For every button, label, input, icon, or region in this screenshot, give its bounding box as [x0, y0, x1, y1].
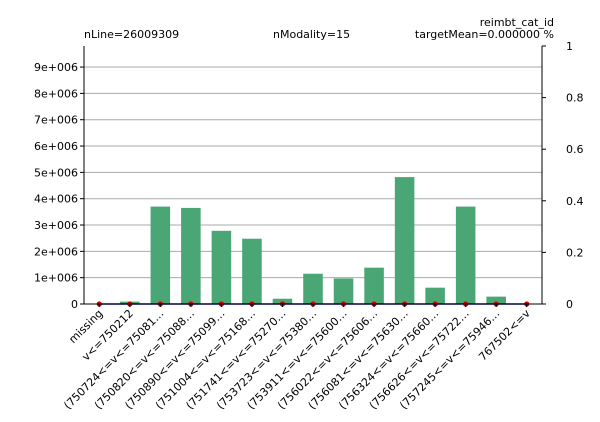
- bar: [364, 267, 384, 304]
- bar: [486, 296, 506, 304]
- bar: [333, 278, 354, 304]
- y-tick-label: 9e+006: [34, 61, 78, 74]
- nmodality-label: nModality=15: [273, 28, 351, 41]
- y2-tick-label: 0.4: [566, 195, 584, 208]
- y-tick-label: 6e+006: [34, 140, 78, 153]
- y-tick-label: 5e+006: [34, 166, 78, 179]
- bar: [242, 238, 262, 304]
- tick-labels: 0 1e+006 2e+006 3e+006 4e+006 5e+006 6e+006 7e+…: [34, 40, 583, 412]
- chart-title: reimbt_cat_id: [479, 16, 554, 29]
- y-tick-label: 3e+006: [34, 219, 78, 232]
- nline-label: nLine=26009309: [84, 28, 180, 41]
- y-tick-label: 0: [71, 298, 78, 311]
- y2-tick-label: 0: [566, 298, 573, 311]
- y-tick-label: 7e+006: [34, 114, 78, 127]
- y2-tick-label: 0.2: [566, 246, 584, 259]
- bar: [211, 230, 232, 304]
- y-tick-label: 1e+006: [34, 272, 78, 285]
- y-tick-label: 4e+006: [34, 193, 78, 206]
- y-tick-label: 8e+006: [34, 87, 78, 100]
- y2-tick-label: 1: [566, 40, 573, 53]
- target-mean-label: targetMean=0.000000 %: [414, 28, 554, 41]
- bar: [181, 207, 201, 304]
- y2-tick-label: 0.6: [566, 143, 584, 156]
- bar: [150, 206, 171, 304]
- bar: [272, 298, 293, 304]
- bar: [394, 177, 415, 304]
- axes: [80, 45, 546, 307]
- y-tick-label: 2e+006: [34, 245, 78, 258]
- y2-tick-label: 0.8: [566, 92, 584, 105]
- bar: [303, 273, 323, 304]
- bar: [425, 287, 445, 304]
- bar: [455, 206, 476, 304]
- bars: [120, 177, 537, 304]
